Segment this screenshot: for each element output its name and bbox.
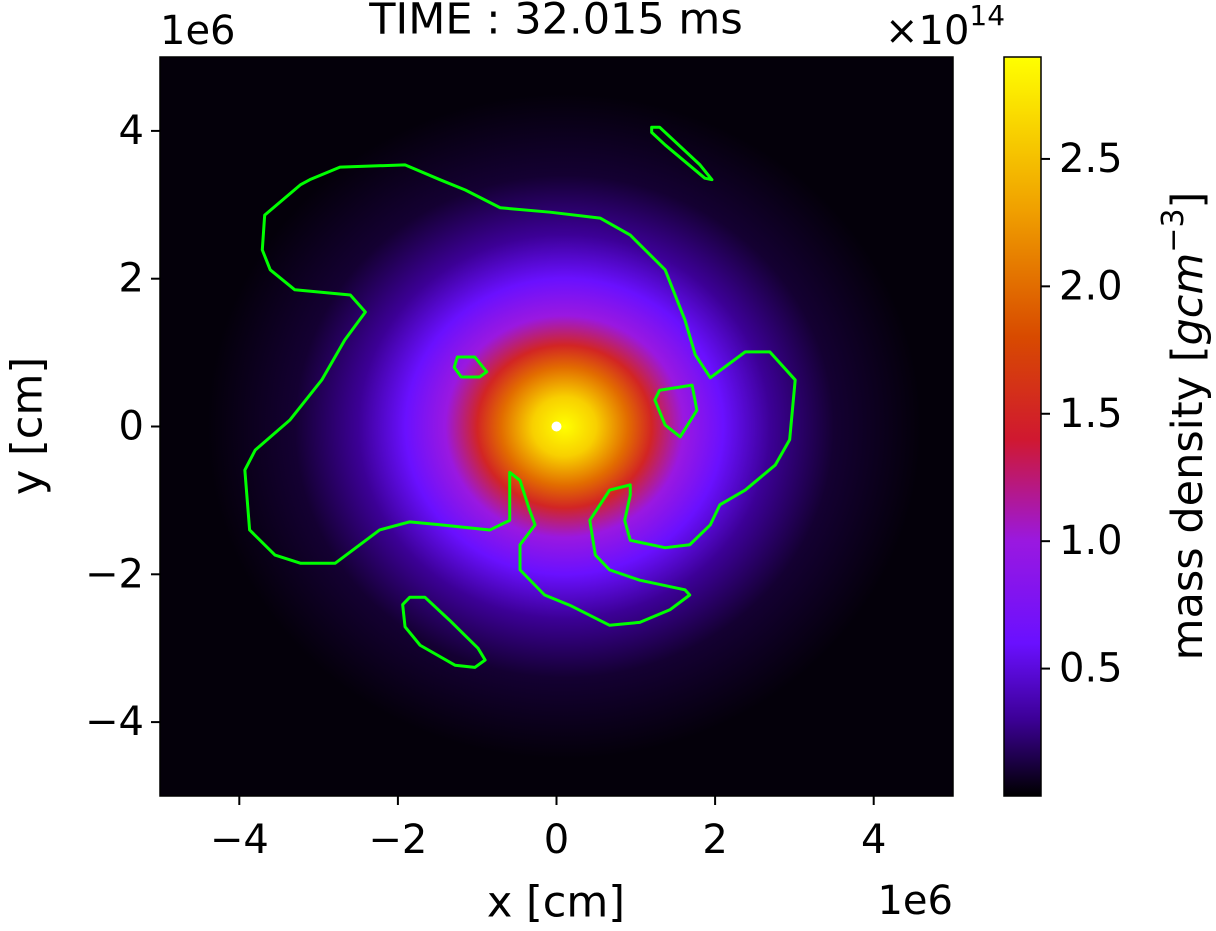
colorbar-label-text: mass density [	[1163, 346, 1213, 661]
y-axis-label: y [cm]	[3, 357, 53, 495]
colorbar	[1003, 56, 1042, 797]
colorbar-tick-label: 1.0	[1059, 518, 1123, 564]
colorbar-label-math: gcm	[1163, 253, 1213, 346]
colorbar-offset: ×1014	[885, 0, 1005, 54]
y-tick-label: 4	[119, 108, 144, 154]
contour	[650, 125, 714, 182]
contour	[452, 355, 489, 379]
y-tick-label: −2	[85, 551, 144, 597]
y-tick-label: 0	[119, 404, 144, 450]
y-offset-label: 1e6	[160, 8, 236, 54]
x-tick-label: 0	[544, 817, 569, 863]
colorbar-tick-label: 1.5	[1059, 391, 1123, 437]
x-offset-label: 1e6	[877, 878, 953, 924]
x-tick-label: 4	[861, 817, 886, 863]
y-tick-label: −4	[85, 699, 144, 745]
colorbar-tick-label: 2.0	[1059, 263, 1123, 309]
x-tick-label: −4	[210, 817, 269, 863]
x-axis-label: x [cm]	[487, 878, 625, 928]
colorbar-label-exp: −3	[1156, 208, 1191, 252]
center-marker	[551, 421, 562, 432]
contour	[243, 163, 797, 627]
x-tick-label: 2	[702, 817, 727, 863]
colorbar-tick-label: 2.5	[1059, 136, 1123, 182]
y-tick-label: 2	[119, 256, 144, 302]
colorbar-offset-base: ×10	[885, 8, 969, 54]
contour	[653, 383, 699, 439]
colorbar-offset-exp: 14	[969, 0, 1005, 32]
colorbar-label-close: ]	[1163, 192, 1213, 209]
chart-title: TIME : 32.015 ms	[368, 0, 742, 45]
x-tick-label: −2	[368, 817, 427, 863]
contour	[401, 595, 487, 669]
colorbar-tick-label: 0.5	[1059, 646, 1123, 692]
colorbar-label: mass density [gcm−3]	[1156, 192, 1213, 661]
